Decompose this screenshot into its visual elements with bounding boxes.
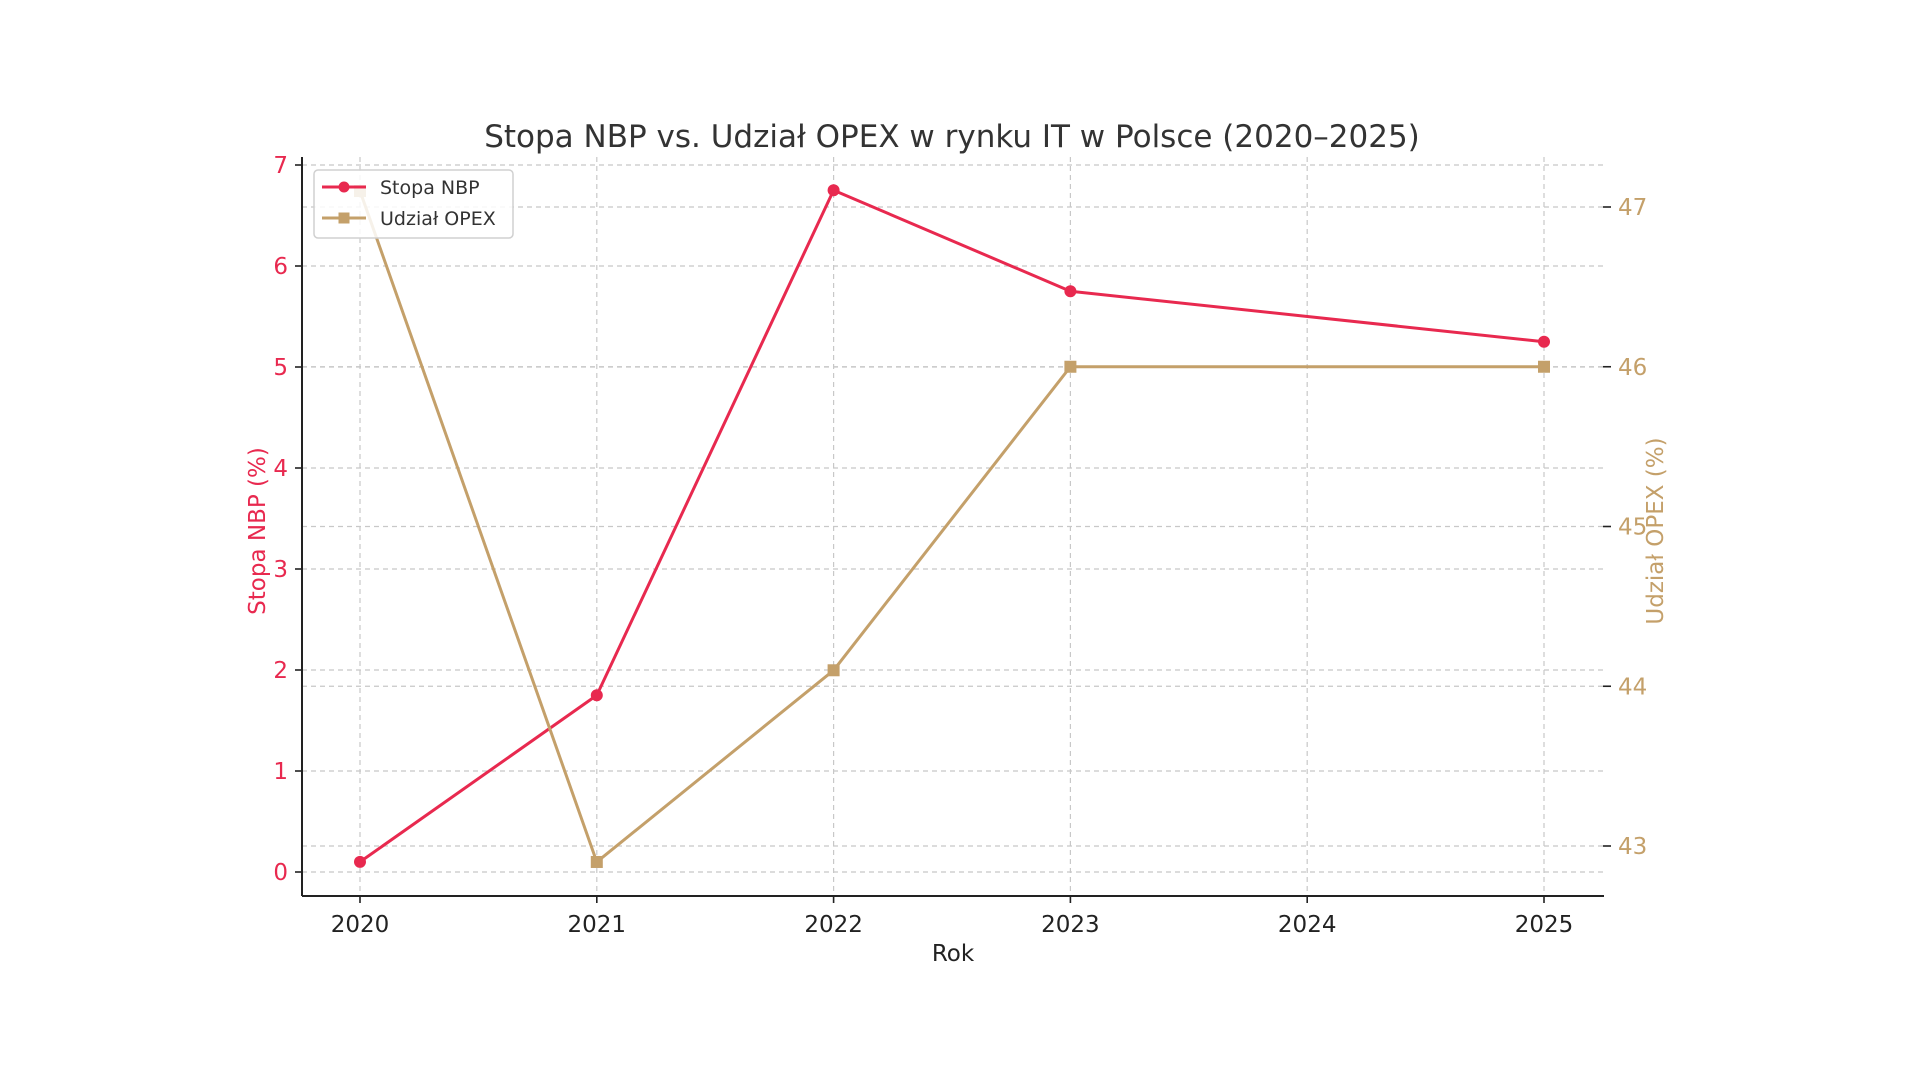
y-right-tick-label: 44 [1618, 674, 1647, 700]
x-tick-label: 2023 [1041, 912, 1100, 938]
data-point-circle [590, 689, 603, 702]
data-point-square [1538, 360, 1550, 373]
y-right-tick-label: 47 [1618, 195, 1647, 221]
x-tick-label: 2020 [331, 912, 390, 938]
y-left-tick-label: 3 [273, 557, 288, 583]
legend-square-marker-icon [338, 212, 350, 224]
y-left-tick-label: 1 [273, 759, 288, 785]
series-stopa-nbp [354, 184, 1550, 868]
y-right-tick-label: 46 [1618, 355, 1647, 381]
x-tick-label: 2021 [568, 912, 627, 938]
y-left-tick-label: 0 [273, 860, 288, 886]
data-point-square [590, 855, 603, 868]
y-left-tick-label: 7 [273, 153, 288, 179]
y-right-tick-label: 43 [1618, 834, 1647, 860]
x-axis-label: Rok [932, 941, 975, 967]
x-tick-label: 2022 [804, 912, 863, 938]
y-left-tick-label: 4 [273, 456, 288, 482]
x-tick-label: 2024 [1278, 912, 1337, 938]
data-point-circle [827, 184, 840, 197]
data-point-square [827, 664, 840, 677]
x-tick-label: 2025 [1515, 912, 1574, 938]
y-right-tick-label: 45 [1618, 515, 1647, 541]
data-point-square [1064, 360, 1077, 373]
y-left-tick-label: 6 [273, 254, 288, 280]
legend-item-udzial-opex: Udział OPEX [322, 208, 496, 230]
legend-circle-marker-icon [338, 181, 350, 193]
y-axis-right-label: Udział OPEX (%) [1643, 437, 1669, 624]
legend: Stopa NBP Udział OPEX [313, 169, 514, 239]
data-point-circle [1064, 285, 1077, 298]
y-left-tick-label: 5 [273, 355, 288, 381]
data-point-circle [1538, 335, 1550, 348]
chart-title: Stopa NBP vs. Udział OPEX w rynku IT w P… [484, 119, 1420, 155]
y-axis-left-label: Stopa NBP (%) [245, 447, 271, 615]
legend-label: Udział OPEX [380, 208, 496, 230]
y-left-tick-label: 2 [273, 658, 288, 684]
grid-lines [302, 157, 1604, 896]
legend-label: Stopa NBP [380, 177, 480, 199]
data-point-circle [354, 855, 366, 868]
legend-item-stopa-nbp: Stopa NBP [322, 177, 480, 199]
